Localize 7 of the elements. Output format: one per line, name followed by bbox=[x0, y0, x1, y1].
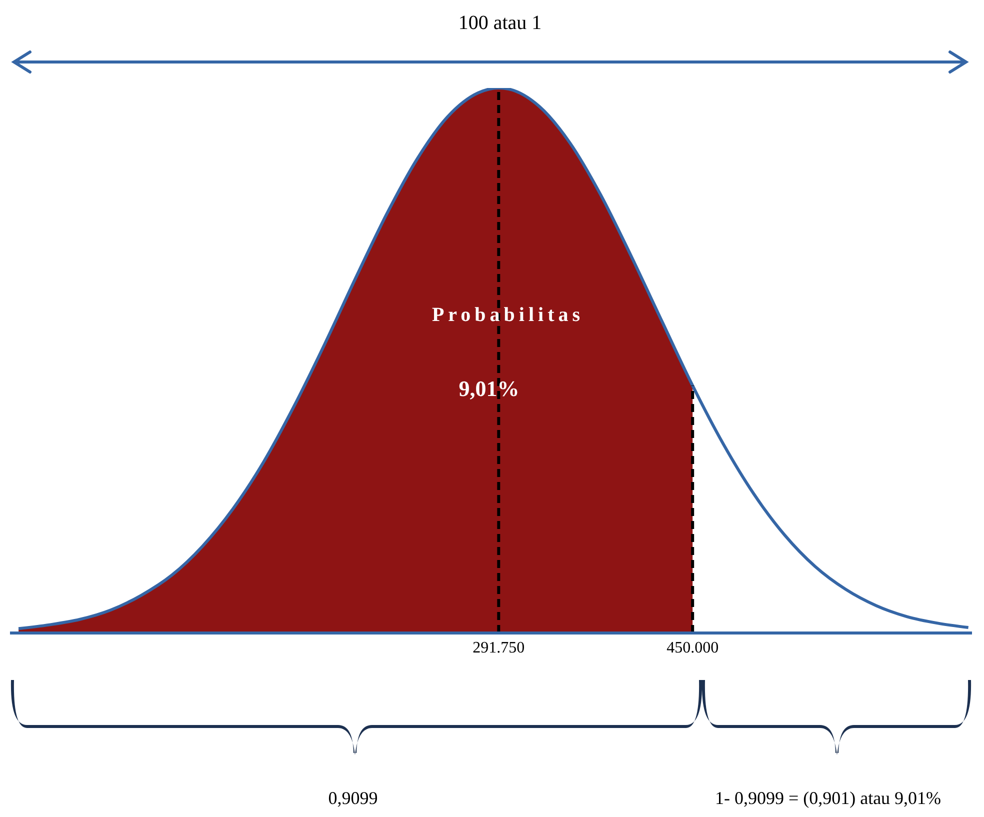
text: 100 atau 1 bbox=[458, 12, 542, 35]
x-tick-label: 450.000 bbox=[666, 639, 719, 656]
x-tick-label: 291.750 bbox=[472, 639, 525, 656]
text: 1- 0,9099 = (0,901) atau 9,01% bbox=[714, 788, 942, 809]
annotation: 9,01% bbox=[458, 376, 520, 402]
annotation: Probabilitas bbox=[432, 304, 584, 327]
text: 0,9099 bbox=[328, 788, 378, 809]
